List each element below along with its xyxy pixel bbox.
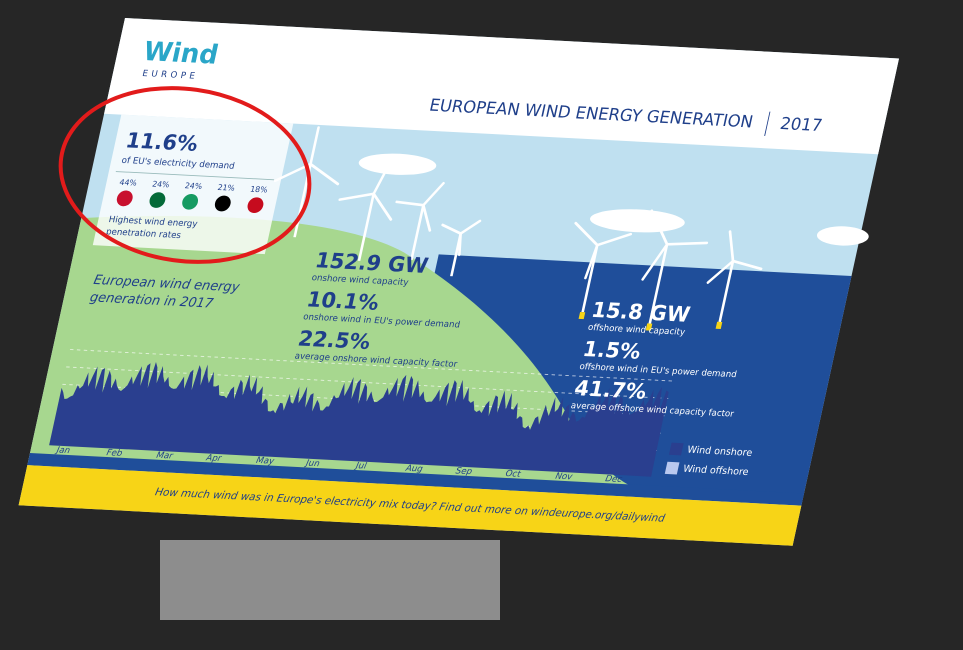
page: {"header": {"logo": "Wind", "logo_sub": … — [0, 0, 963, 650]
onshore-value: 22.5% — [296, 326, 373, 355]
photo: Wind EUROPE EUROPEAN WIND ENERGY GENERAT… — [0, 0, 963, 650]
highlight-value: 11.6% — [124, 127, 201, 156]
month-label: Dec — [604, 474, 623, 485]
share-label: 44% — [119, 178, 139, 188]
share-label: 24% — [151, 180, 171, 190]
share-label: 21% — [217, 183, 237, 193]
share-label: 18% — [249, 185, 269, 195]
offshore-value: 15.8 GW — [589, 297, 692, 327]
logo: Wind — [140, 37, 221, 71]
year: 2017 — [778, 114, 824, 135]
share-label: 24% — [184, 181, 204, 191]
month-label: Feb — [105, 448, 123, 459]
month-label: May — [255, 456, 276, 467]
offshore-value: 1.5% — [581, 336, 644, 364]
month-label: Aug — [404, 464, 424, 475]
offshore-value: 41.7% — [572, 375, 649, 404]
infographic-card: Wind EUROPE EUROPEAN WIND ENERGY GENERAT… — [19, 18, 908, 546]
month-label: Oct — [504, 469, 522, 480]
laptop-hinge — [160, 540, 500, 620]
month-label: Sep — [455, 466, 474, 477]
onshore-value: 10.1% — [305, 286, 382, 315]
month-label: Nov — [554, 472, 574, 483]
